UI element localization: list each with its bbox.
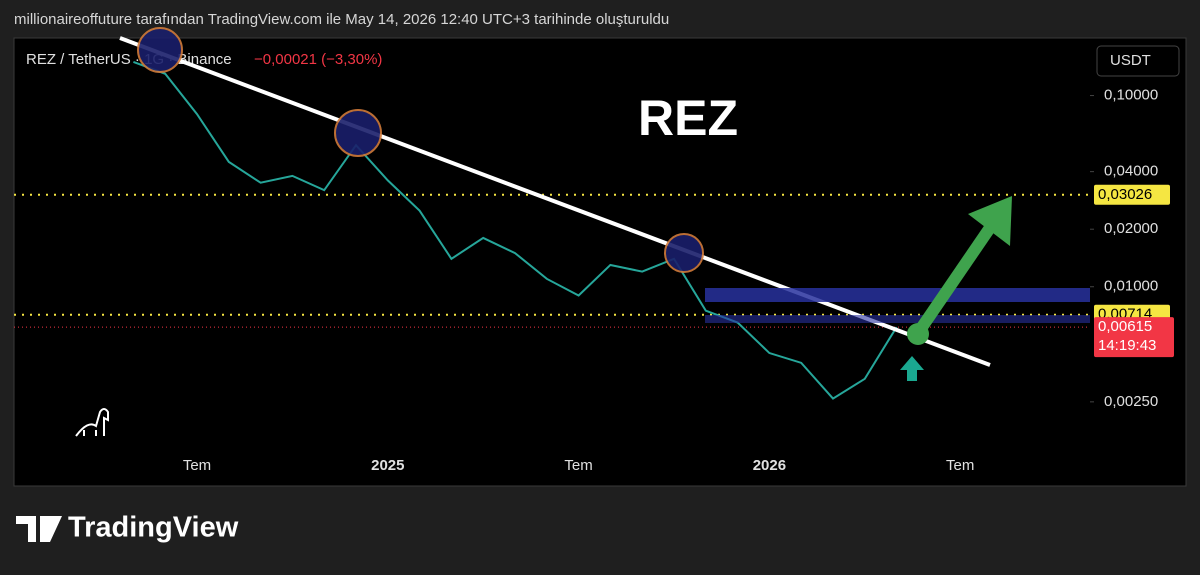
symbol: REZ / TetherUS · 1G · Binance bbox=[26, 51, 232, 68]
target-arrow bbox=[913, 212, 1003, 337]
chart-title: REZ bbox=[638, 90, 738, 146]
touch-circle bbox=[137, 27, 183, 73]
currency[interactable]: USDT bbox=[1110, 52, 1151, 69]
resistance-zone bbox=[705, 315, 1090, 323]
touch-circle bbox=[334, 109, 382, 157]
x-tick-label: Tem bbox=[564, 457, 592, 474]
y-tick-label: 0,10000 bbox=[1104, 87, 1158, 104]
countdown: 14:19:43 bbox=[1098, 337, 1156, 354]
price-label-bg bbox=[1094, 184, 1170, 205]
up-arrow bbox=[900, 356, 924, 381]
x-tick-label: Tem bbox=[946, 457, 974, 474]
trendline bbox=[119, 36, 991, 367]
y-tick-label: 0,00250 bbox=[1104, 393, 1158, 410]
y-tick-label: 0,01000 bbox=[1104, 278, 1158, 295]
y-tick-label: 0,02000 bbox=[1104, 220, 1158, 237]
y-tick-label: 0,04000 bbox=[1104, 163, 1158, 180]
x-tick-label: 2026 bbox=[753, 457, 786, 474]
header-caption: millionaireoffuture tarafından TradingVi… bbox=[14, 11, 669, 28]
price-line-series bbox=[133, 60, 898, 400]
brand: TradingView bbox=[68, 512, 239, 544]
chart-panel bbox=[13, 37, 1187, 487]
currency-button[interactable] bbox=[1096, 45, 1180, 77]
last-price-bg bbox=[1094, 317, 1174, 358]
change: −0,00021 (−3,30%) bbox=[254, 51, 382, 68]
price-label: 0,03026 bbox=[1098, 186, 1152, 203]
target-arrow-head bbox=[968, 196, 1012, 246]
x-tick-label: Tem bbox=[183, 457, 211, 474]
breakout-dot bbox=[907, 323, 929, 345]
dino-logo bbox=[75, 408, 109, 437]
x-tick-label: 2025 bbox=[371, 457, 404, 474]
plot: 0,10000 0,04000 0,02000 0,01000 0,00250 Tem 20… bbox=[14, 60, 1174, 474]
tv-logo bbox=[16, 516, 62, 542]
touch-circle bbox=[664, 233, 704, 273]
last-price-label: 0,00615 bbox=[1098, 318, 1152, 335]
resistance-zone bbox=[705, 288, 1090, 302]
